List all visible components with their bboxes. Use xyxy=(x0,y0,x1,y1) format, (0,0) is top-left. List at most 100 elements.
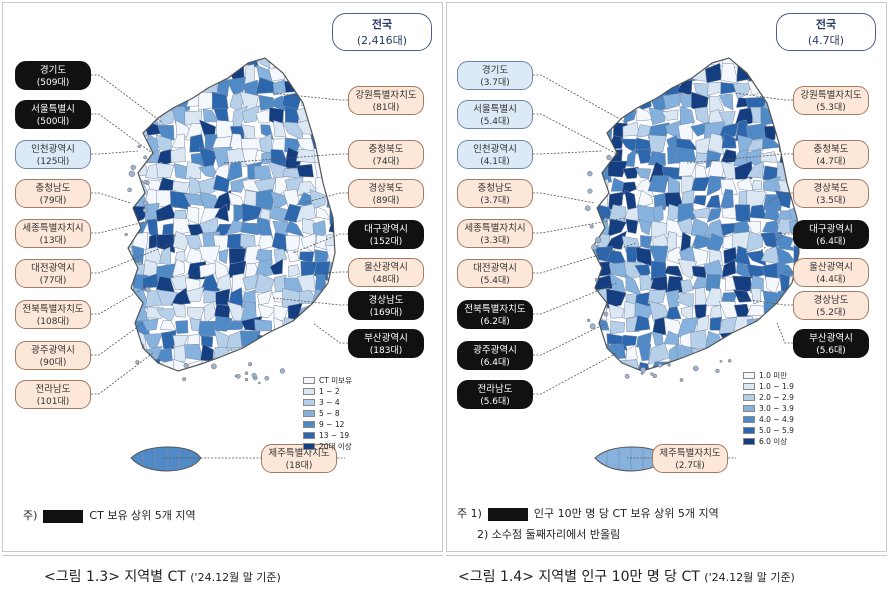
region-label: 강원특별자치도 (81대) xyxy=(348,86,424,115)
district xyxy=(592,342,596,365)
district xyxy=(128,119,130,141)
district xyxy=(607,80,628,98)
mainland-outline xyxy=(127,57,336,372)
district xyxy=(312,62,327,84)
leader-line xyxy=(91,217,162,234)
region-name: 경상남도 xyxy=(813,295,849,306)
district xyxy=(592,77,599,97)
district xyxy=(776,58,797,71)
island xyxy=(589,224,594,229)
region-value: (4.7대) xyxy=(816,157,846,167)
island xyxy=(624,373,630,379)
region-label: 충청남도 (3.7대) xyxy=(457,179,533,208)
district xyxy=(665,289,680,310)
region-name: 제주특별자치도 xyxy=(268,448,330,459)
region-value: (79대) xyxy=(39,196,67,206)
district xyxy=(734,342,750,361)
caption-main: <그림 1.3> 지역별 CT xyxy=(44,569,186,585)
island xyxy=(279,368,286,374)
district xyxy=(295,203,316,222)
district xyxy=(624,189,637,211)
island xyxy=(652,373,657,379)
district xyxy=(130,105,150,126)
district xyxy=(608,303,624,319)
island xyxy=(244,377,249,382)
district xyxy=(313,330,333,351)
island xyxy=(650,372,654,376)
district xyxy=(170,79,185,94)
legend-swatch xyxy=(743,405,755,412)
district xyxy=(199,58,218,72)
district xyxy=(735,330,752,348)
district xyxy=(323,160,335,184)
legend-swatch xyxy=(743,427,755,434)
district xyxy=(144,58,158,71)
district xyxy=(160,330,177,350)
legend-label: 5 ~ 8 xyxy=(319,409,340,418)
region-value: (5.2대) xyxy=(816,308,846,318)
region-name: 전북특별자치도 xyxy=(464,304,526,315)
region-name: 충청북도 xyxy=(813,144,849,155)
region-value: (89대) xyxy=(372,196,400,206)
district xyxy=(202,374,219,392)
district xyxy=(718,301,738,318)
district xyxy=(259,133,272,154)
island xyxy=(608,343,612,347)
district xyxy=(709,316,722,331)
district xyxy=(749,58,768,72)
region-value: (6.4대) xyxy=(816,237,846,247)
island xyxy=(584,205,591,212)
region-value: (77대) xyxy=(39,276,67,286)
region-label: 강원특별자치도 (5.3대) xyxy=(793,86,869,115)
district xyxy=(606,288,627,309)
region-label: 경상남도 (5.2대) xyxy=(793,291,869,320)
district xyxy=(315,206,331,220)
legend-item: 5.0 ~ 5.9 xyxy=(743,425,794,436)
district xyxy=(301,78,318,96)
leader-line xyxy=(533,322,608,356)
region-label: 서울특별시 (500대) xyxy=(15,100,91,129)
district xyxy=(128,95,137,109)
district xyxy=(172,358,192,371)
district xyxy=(640,235,653,249)
footnote: 주) CT 보유 상위 5개 지역 xyxy=(23,507,196,523)
region-label: 울산광역시 (4.4대) xyxy=(793,258,869,287)
district xyxy=(254,319,273,332)
district xyxy=(185,286,205,302)
national-total-box: 전국 (4.7대) xyxy=(776,13,876,51)
region-value: (48대) xyxy=(372,275,400,285)
district xyxy=(128,203,136,224)
island xyxy=(137,144,142,149)
island xyxy=(142,200,149,206)
region-label: 부산광역시 (5.6대) xyxy=(793,329,869,358)
legend-label: 3 ~ 4 xyxy=(319,398,340,407)
leader-line xyxy=(91,242,174,274)
district xyxy=(788,58,799,69)
legend-swatch xyxy=(303,432,315,439)
leader-line xyxy=(91,322,144,356)
district xyxy=(775,342,792,361)
district xyxy=(288,264,301,278)
district xyxy=(186,58,200,70)
region-name: 부산광역시 xyxy=(809,333,853,344)
district xyxy=(282,372,299,391)
region-label: 대전광역시 (5.4대) xyxy=(457,259,533,288)
region-name: 대구광역시 xyxy=(364,224,408,235)
region-value: (169대) xyxy=(369,308,403,318)
district xyxy=(612,93,625,111)
district xyxy=(761,64,778,86)
district xyxy=(128,330,137,352)
district xyxy=(128,301,135,320)
district xyxy=(721,132,737,149)
district xyxy=(581,375,600,392)
leader-line xyxy=(533,192,596,204)
region-name: 대구광역시 xyxy=(809,224,853,235)
district xyxy=(636,148,652,164)
district xyxy=(592,329,597,345)
district xyxy=(142,318,159,331)
district xyxy=(156,66,179,83)
district xyxy=(258,343,276,366)
region-label: 전북특별자치도 (108대) xyxy=(15,300,91,329)
district xyxy=(214,376,230,391)
district xyxy=(662,109,679,121)
